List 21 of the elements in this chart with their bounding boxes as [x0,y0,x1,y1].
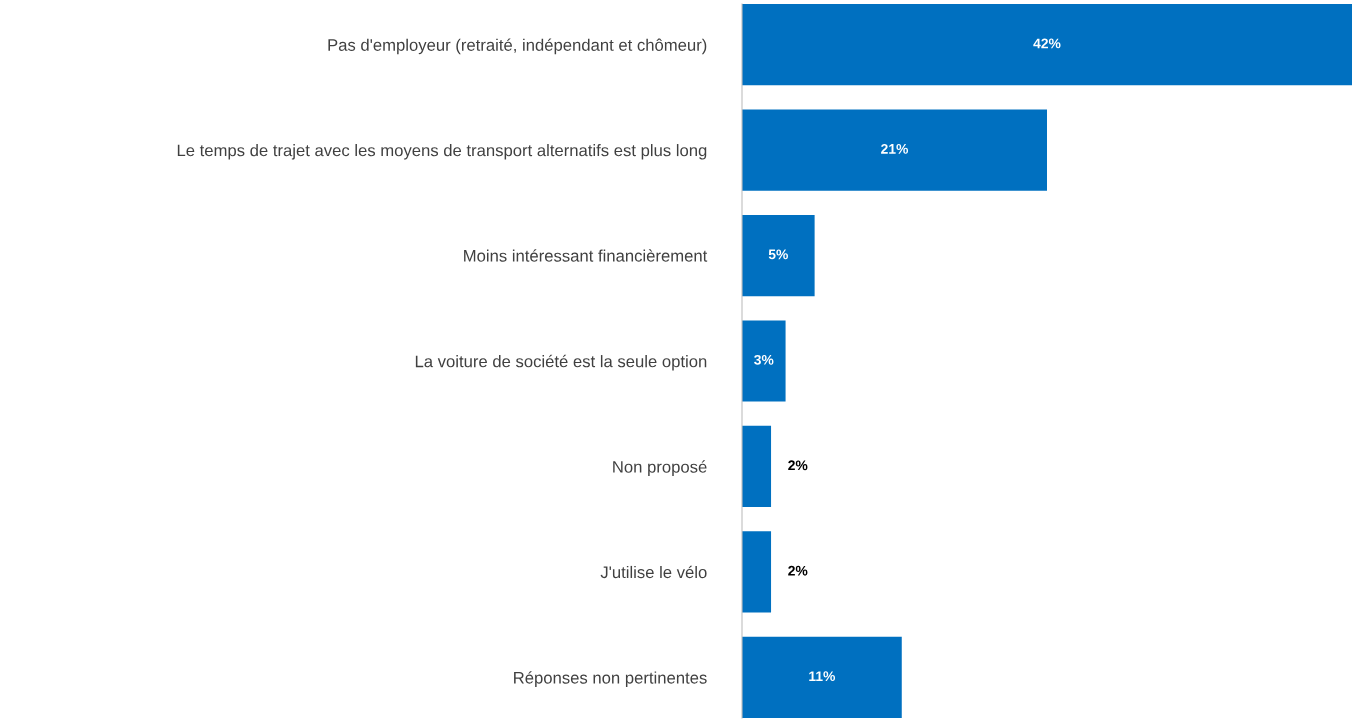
y-tick-label: J'utilise le vélo [600,565,707,579]
bar [742,214,815,297]
bar [742,425,772,508]
y-tick-label: Pas d'employeur (retraité, indépendant et chômeur) [328,38,707,55]
y-tick-label: Réponses non pertinentes [514,671,707,687]
bar [742,320,786,402]
data-label: 2% [788,460,808,471]
data-label: 42% [1033,38,1061,49]
bar [742,4,1352,86]
y-tick-label: Moins intéressant financièrement [464,249,708,262]
data-label: 5% [768,249,788,260]
y-tick-label: Le temps de trajet avec les moyens de transport alternatifs est plus long [177,144,707,160]
bar [742,636,902,718]
data-label: 3% [754,354,774,365]
bar [742,109,1047,191]
y-tick-label: La voiture de société est la seule option [415,354,707,371]
data-label: 2% [788,565,808,576]
bar [742,531,772,613]
data-label: 11% [809,671,836,682]
data-label: 21% [881,143,909,154]
y-tick-label: Non proposé [613,460,707,477]
